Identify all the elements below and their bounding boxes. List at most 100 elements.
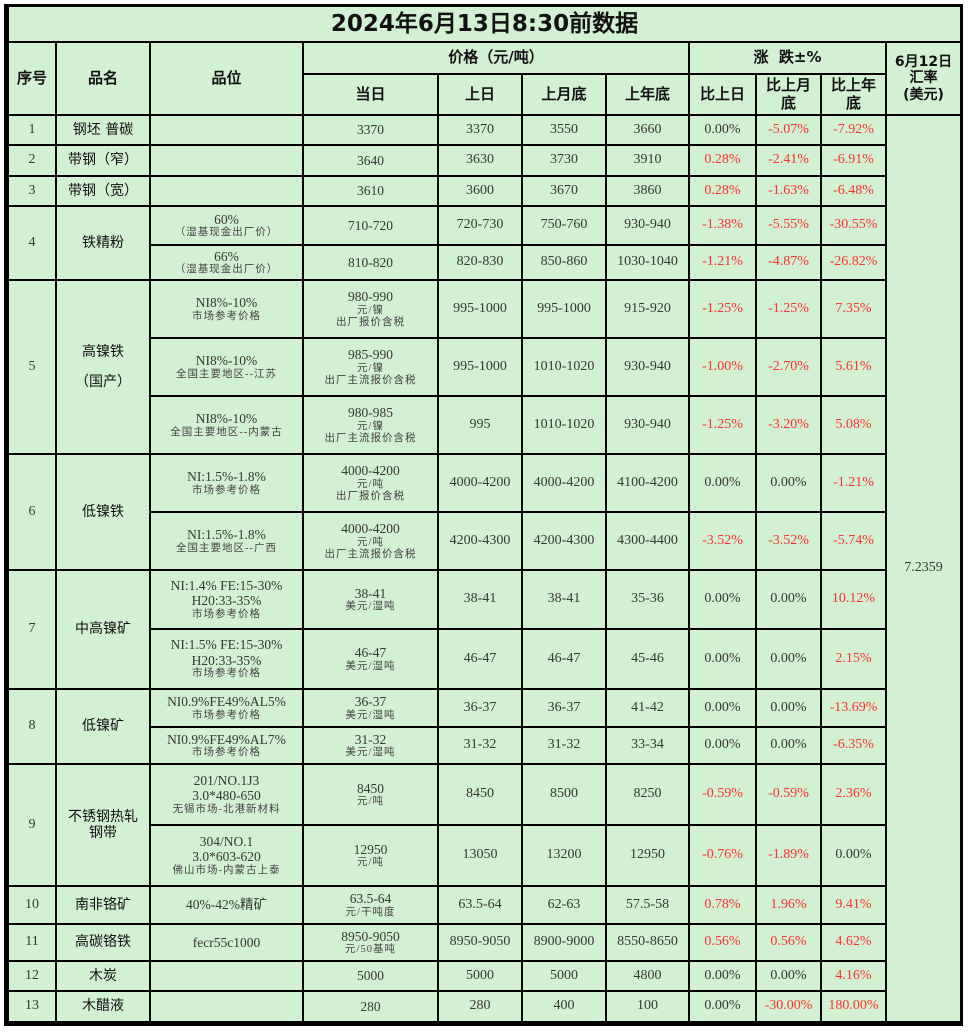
product-name: 带钢（宽）: [55, 175, 151, 207]
cell-main-text: 46-47: [354, 645, 387, 661]
change-vs-last-month: -5.07%: [755, 114, 822, 146]
change-vs-prev-day: -1.25%: [688, 395, 757, 455]
price-prev-day: 4200-4300: [437, 511, 523, 571]
cell-note-text: 市场参考价格: [192, 747, 261, 759]
product-name-line: 高镍铁: [82, 343, 124, 360]
grade-cell: NI:1.5%-1.8% 全国主要地区--广西: [149, 511, 304, 571]
price-last-month-end: 8500: [521, 763, 607, 826]
change-vs-prev-day: 0.56%: [688, 923, 757, 962]
change-vs-last-month: 0.00%: [755, 569, 822, 630]
row-number: 6: [7, 453, 57, 571]
price-today: 3610: [302, 175, 439, 207]
product-name-line: 中高镍矿: [75, 621, 131, 638]
price-prev-day: 5000: [437, 960, 523, 992]
change-vs-prev-day: -0.59%: [688, 763, 757, 826]
grade-cell: NI:1.5%-1.8% 市场参考价格: [149, 453, 304, 513]
price-last-month-end: 1010-1020: [521, 337, 607, 397]
cell-main-text: 4000-4200: [341, 521, 400, 537]
price-last-month-end: 3670: [521, 175, 607, 207]
table-row: 6 低镍铁 NI:1.5%-1.8% 市场参考价格 4000-4200 元/吨 出厂报价含税…: [7, 453, 961, 571]
change-vs-last-year: 180.00%: [820, 990, 887, 1023]
change-vs-last-year: -13.69%: [820, 688, 887, 728]
row-number: 1: [7, 114, 57, 146]
cell-main-text: 3.0*603-620: [192, 849, 261, 865]
price-prev-day: 720-730: [437, 205, 523, 246]
change-vs-last-year: -5.74%: [820, 511, 887, 571]
row-number: 2: [7, 144, 57, 177]
price-last-month-end: 62-63: [521, 885, 607, 925]
cell-main-text: 31-32: [354, 731, 387, 747]
header-line: 比上月: [765, 76, 811, 95]
price-last-month-end: 8900-9000: [521, 923, 607, 962]
price-today: 980-990 元/镍 出厂报价含税: [302, 279, 439, 339]
table-row: 7 中高镍矿 NI:1.4% FE:15-30% H20:33-35% 市场参考价格 38…: [7, 569, 961, 690]
row-number: 13: [7, 990, 57, 1023]
row-number: 12: [7, 960, 57, 992]
table-row: NI:1.5%-1.8% 全国主要地区--广西 4000-4200 元/吨 出厂主流报价…: [8, 511, 961, 571]
product-name-line: 低镍铁: [82, 503, 124, 520]
header-line: 底: [845, 93, 861, 112]
price-last-month-end: 5000: [521, 960, 607, 992]
header-rate-line: 汇率: [909, 70, 938, 87]
change-vs-last-year: 2.15%: [820, 628, 887, 690]
change-vs-last-year: -6.91%: [820, 144, 887, 177]
change-vs-prev-day: 0.00%: [688, 569, 757, 630]
header-prev-day: 上日: [437, 73, 523, 116]
cell-main-text: 980-985: [348, 405, 393, 421]
product-name: 不锈钢热轧 钢带: [55, 763, 151, 887]
change-vs-prev-day: -1.21%: [688, 244, 757, 281]
product-name-line: 木醋液: [82, 998, 124, 1015]
change-vs-last-month: -3.52%: [755, 511, 822, 571]
price-last-year-end: 8250: [605, 763, 690, 826]
change-vs-prev-day: -1.25%: [688, 279, 757, 339]
table-row: NI:1.5% FE:15-30% H20:33-35% 市场参考价格 46-47 美元…: [8, 628, 961, 690]
change-vs-last-year: 10.12%: [820, 569, 887, 630]
product-name-line: 铁精粉: [82, 234, 124, 251]
table-row: 2 带钢（窄） 3640 3630 3730 3910 0.28% -2.41% -6.91%: [7, 144, 961, 177]
cell-main-text: NI:1.5%-1.8%: [187, 469, 266, 485]
row-number: 8: [7, 688, 57, 765]
cell-note-text: 佛山市场-内蒙古上泰: [172, 864, 281, 876]
header-rate: 6月12日 汇率 (美元): [884, 41, 963, 116]
price-today: 3370: [302, 114, 439, 146]
cell-note-text: （湿基现金出厂价）: [174, 227, 279, 239]
header-vs-last-year: 比上年 底: [820, 73, 887, 116]
change-vs-last-month: -3.20%: [755, 395, 822, 455]
cell-note-text: 无锡市场-北港新材料: [172, 803, 281, 815]
change-vs-last-year: 5.61%: [820, 337, 887, 397]
cell-main-text: 3610: [357, 183, 384, 199]
grade-cell: [149, 114, 304, 146]
price-last-year-end: 57.5-58: [605, 885, 690, 925]
cell-note-text: 全国主要地区--内蒙古: [170, 426, 283, 438]
price-today: 46-47 美元/湿吨: [302, 628, 439, 690]
price-last-year-end: 3860: [605, 175, 690, 207]
price-prev-day: 13050: [437, 824, 523, 887]
product-name-line: 高碳铬铁: [75, 934, 131, 951]
cell-note-text: 元/镍: [357, 420, 384, 432]
change-vs-prev-day: 0.00%: [688, 990, 757, 1023]
cell-main-text: H20:33-35%: [191, 593, 262, 609]
cell-note-text: 美元/湿吨: [345, 747, 396, 759]
price-last-year-end: 100: [605, 990, 690, 1023]
price-last-year-end: 930-940: [605, 337, 690, 397]
change-vs-last-year: 0.00%: [820, 824, 887, 887]
cell-main-text: 980-990: [348, 289, 393, 305]
price-last-month-end: 3550: [521, 114, 607, 146]
grade-cell: NI8%-10% 全国主要地区--内蒙古: [149, 395, 304, 455]
grade-cell: 40%-42%精矿: [149, 885, 304, 925]
grade-cell: NI0.9%FE49%AL7% 市场参考价格: [149, 726, 304, 765]
product-name: 木炭: [55, 960, 151, 992]
cell-main-text: 3370: [357, 122, 384, 138]
cell-main-text: NI8%-10%: [195, 295, 258, 311]
price-prev-day: 995: [437, 395, 523, 455]
price-last-year-end: 915-920: [605, 279, 690, 339]
cell-note-text: 元/吨: [357, 857, 384, 869]
change-vs-prev-day: 0.78%: [688, 885, 757, 925]
change-vs-last-year: 9.41%: [820, 885, 887, 925]
price-last-month-end: 36-37: [521, 688, 607, 728]
cell-note-text: 元/吨: [357, 536, 384, 548]
price-today: 810-820: [302, 244, 439, 281]
change-vs-prev-day: 0.00%: [688, 960, 757, 992]
exchange-rate: 7.2359: [884, 114, 963, 1023]
header-last-month-end: 上月底: [521, 73, 607, 116]
